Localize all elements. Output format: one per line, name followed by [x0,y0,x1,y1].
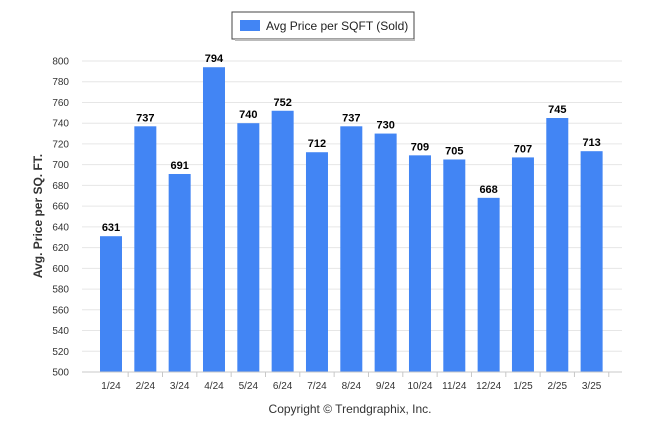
data-label: 794 [205,53,224,65]
bar-1-24[interactable] [100,236,122,372]
bar-6-24[interactable] [271,110,294,372]
data-label: 709 [411,141,429,153]
y-tick-label: 700 [52,160,69,171]
x-tick-label: 3/24 [170,381,190,392]
y-tick-label: 540 [52,326,69,337]
data-label: 737 [342,112,360,124]
bar-8-24[interactable] [340,126,363,372]
data-label: 737 [136,112,154,124]
data-label: 730 [376,120,394,132]
y-tick-label: 740 [52,119,69,130]
bar-5-24[interactable] [237,123,260,372]
legend-shadow [235,39,415,41]
copyright-text: Copyright © Trendgraphix, Inc. [269,402,432,416]
bar-4-24[interactable] [202,67,225,372]
y-axis-ticks: 500 520 540 560 580 600 620 640 660 680 700 720 740 7… [52,57,69,379]
x-tick-label: 1/25 [513,381,533,392]
data-label: 745 [548,104,566,116]
legend-swatch [240,20,260,31]
bar-12-24[interactable] [477,197,500,372]
legend: Avg Price per SQFT (Sold) [231,11,415,41]
bar-9-24[interactable] [374,133,397,372]
x-tick-label: 10/24 [407,381,432,392]
data-label: 691 [170,160,188,172]
bar-2-24[interactable] [134,126,157,372]
y-tick-label: 640 [52,222,69,233]
legend-box [231,11,415,40]
bar-11-24[interactable] [443,159,466,372]
data-label: 752 [273,97,291,109]
y-tick-label: 600 [52,264,69,275]
x-tick-label: 7/24 [307,381,327,392]
data-labels: 631 737 691 794 740 752 712 737 730 709 705 668 707 7… [102,53,601,234]
x-tick-label: 9/24 [376,381,396,392]
bar-10-24[interactable] [408,155,431,372]
x-tick-label: 8/24 [342,381,362,392]
y-tick-label: 720 [52,139,69,150]
x-tick-label: 1/24 [101,381,121,392]
bar-7-24[interactable] [305,152,328,372]
data-label: 707 [514,143,532,155]
bar-3-24[interactable] [168,173,191,372]
data-label: 705 [445,145,463,157]
bar-2-25[interactable] [546,118,569,373]
x-tick-label: 3/25 [582,381,602,392]
y-axis-title: Avg. Price per SQ. FT. [31,154,45,278]
y-tick-label: 680 [52,181,69,192]
bars [100,67,603,373]
x-axis-ticks: 1/24 2/24 3/24 4/24 5/24 6/24 7/24 8/24 9/24 10/2… [101,372,610,392]
x-tick-label: 2/24 [136,381,156,392]
y-tick-label: 580 [52,285,69,296]
y-tick-label: 620 [52,243,69,254]
y-tick-label: 760 [52,98,69,109]
legend-label: Avg Price per SQFT (Sold) [266,19,408,33]
y-tick-label: 520 [52,347,69,358]
x-tick-label: 6/24 [273,381,293,392]
data-label: 668 [479,184,497,196]
y-tick-label: 800 [52,57,69,68]
data-label: 713 [582,137,600,149]
bar-1-25[interactable] [511,157,534,372]
data-label: 712 [308,138,326,150]
x-tick-label: 11/24 [442,381,467,392]
y-tick-label: 780 [52,77,69,88]
y-tick-label: 660 [52,202,69,213]
x-tick-label: 12/24 [476,381,501,392]
y-tick-label: 560 [52,305,69,316]
data-label: 631 [102,222,120,234]
x-tick-label: 2/25 [548,381,568,392]
y-tick-label: 500 [52,368,69,379]
x-tick-label: 5/24 [239,381,259,392]
x-tick-label: 4/24 [204,381,224,392]
bar-3-25[interactable] [580,151,603,372]
data-label: 740 [239,109,257,121]
